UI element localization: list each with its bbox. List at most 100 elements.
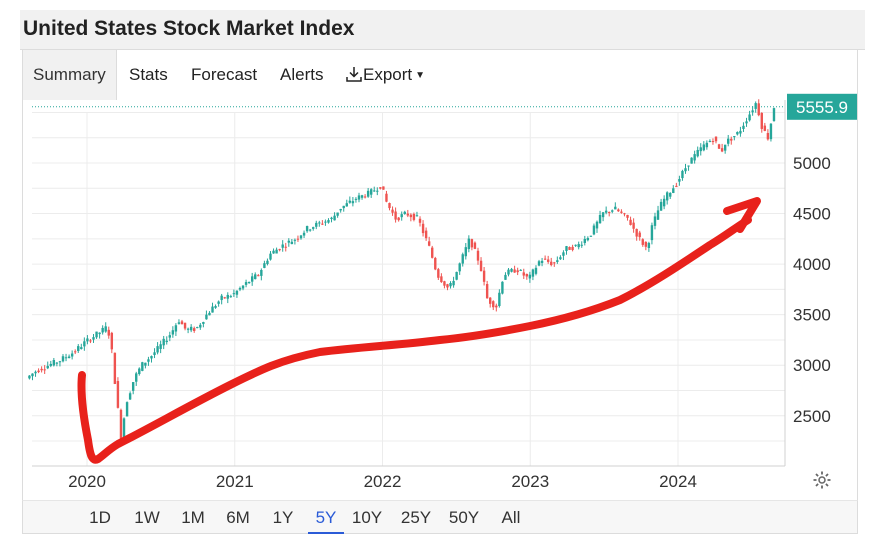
candle xyxy=(141,362,144,371)
candle xyxy=(733,136,736,138)
tab-forecast-label: Forecast xyxy=(191,65,258,84)
candle xyxy=(171,330,175,335)
candle xyxy=(553,262,556,264)
candle xyxy=(470,239,474,248)
x-tick-label: 2022 xyxy=(364,472,402,491)
range-button-50y[interactable]: 50Y xyxy=(448,508,480,527)
tab-bar: Summary Stats Forecast Alerts Export ▼ xyxy=(23,50,857,100)
candle xyxy=(199,324,202,328)
candle xyxy=(321,223,324,225)
candle xyxy=(354,198,358,200)
tab-stats[interactable]: Stats xyxy=(129,50,168,100)
candle xyxy=(507,269,510,275)
candle xyxy=(238,288,242,290)
candle xyxy=(113,352,117,384)
candle xyxy=(77,346,80,351)
candle xyxy=(250,276,254,282)
candle xyxy=(125,402,129,417)
candle xyxy=(235,290,239,295)
y-tick-label: 3500 xyxy=(793,306,831,325)
candle xyxy=(150,356,153,359)
x-axis: 2020 2021 2022 2023 2024 xyxy=(68,472,697,491)
tab-forecast[interactable]: Forecast xyxy=(191,50,257,100)
candle xyxy=(528,274,532,279)
range-button-1y[interactable]: 1Y xyxy=(272,508,294,527)
candle xyxy=(379,187,382,189)
candle xyxy=(214,306,217,308)
candle xyxy=(254,274,257,280)
candle xyxy=(550,261,553,266)
candle xyxy=(302,232,306,236)
gear-icon[interactable] xyxy=(812,470,832,490)
candle xyxy=(403,211,406,214)
candle xyxy=(58,361,62,363)
candle xyxy=(452,280,455,286)
range-button-5y[interactable]: 5Y xyxy=(308,501,344,534)
last-price-label: 5555.9 xyxy=(796,98,848,117)
candle xyxy=(580,244,583,246)
chart-grid xyxy=(32,100,786,467)
candle xyxy=(223,297,226,299)
candle xyxy=(769,123,773,140)
annotation-arrowhead xyxy=(723,197,761,233)
candle xyxy=(595,221,599,229)
candle xyxy=(614,206,617,210)
candle xyxy=(717,144,721,149)
tab-export[interactable]: Export ▼ xyxy=(345,50,425,100)
candle xyxy=(629,219,632,225)
candle xyxy=(659,201,663,211)
range-button-all[interactable]: All xyxy=(501,508,521,527)
candle xyxy=(534,267,538,274)
candle xyxy=(360,195,364,198)
candle xyxy=(156,346,159,353)
candle xyxy=(131,382,135,391)
candle xyxy=(168,335,171,338)
range-button-6m[interactable]: 6M xyxy=(226,508,250,527)
candle xyxy=(305,226,309,232)
candle xyxy=(504,274,507,280)
candle xyxy=(559,257,562,260)
candle xyxy=(122,418,126,438)
range-button-10y[interactable]: 10Y xyxy=(351,508,383,527)
candle xyxy=(52,360,56,366)
candle xyxy=(409,214,413,218)
candle xyxy=(312,227,315,229)
candle xyxy=(598,215,602,224)
candle xyxy=(546,259,550,262)
candle xyxy=(177,322,181,324)
candle xyxy=(339,208,342,211)
candle xyxy=(623,213,626,215)
candle xyxy=(669,192,672,197)
candle xyxy=(400,214,403,218)
candle xyxy=(28,375,31,379)
range-button-25y[interactable]: 25Y xyxy=(400,508,432,527)
candle xyxy=(485,284,489,299)
candle xyxy=(702,144,706,151)
chevron-down-icon: ▼ xyxy=(415,70,426,81)
candle xyxy=(727,138,730,144)
candle xyxy=(373,190,376,192)
candle xyxy=(617,209,620,212)
chart-card: Summary Stats Forecast Alerts Export ▼ xyxy=(22,50,858,534)
candle xyxy=(525,273,529,277)
candle xyxy=(434,257,437,270)
candle xyxy=(391,209,394,213)
range-button-1w[interactable]: 1W xyxy=(134,508,160,527)
candle xyxy=(388,203,391,209)
candle xyxy=(293,239,297,241)
tab-alerts[interactable]: Alerts xyxy=(280,50,323,100)
candle xyxy=(513,269,516,273)
candle xyxy=(363,196,367,198)
candle xyxy=(638,232,641,238)
tab-summary[interactable]: Summary xyxy=(23,50,117,100)
candle xyxy=(263,263,266,268)
candle xyxy=(135,373,138,382)
range-button-1d[interactable]: 1D xyxy=(89,508,111,527)
candle xyxy=(464,247,467,257)
candle xyxy=(98,332,101,335)
annotation-curve xyxy=(77,216,752,464)
candle xyxy=(531,269,535,277)
range-button-1m[interactable]: 1M xyxy=(181,508,205,527)
candle xyxy=(31,373,34,377)
